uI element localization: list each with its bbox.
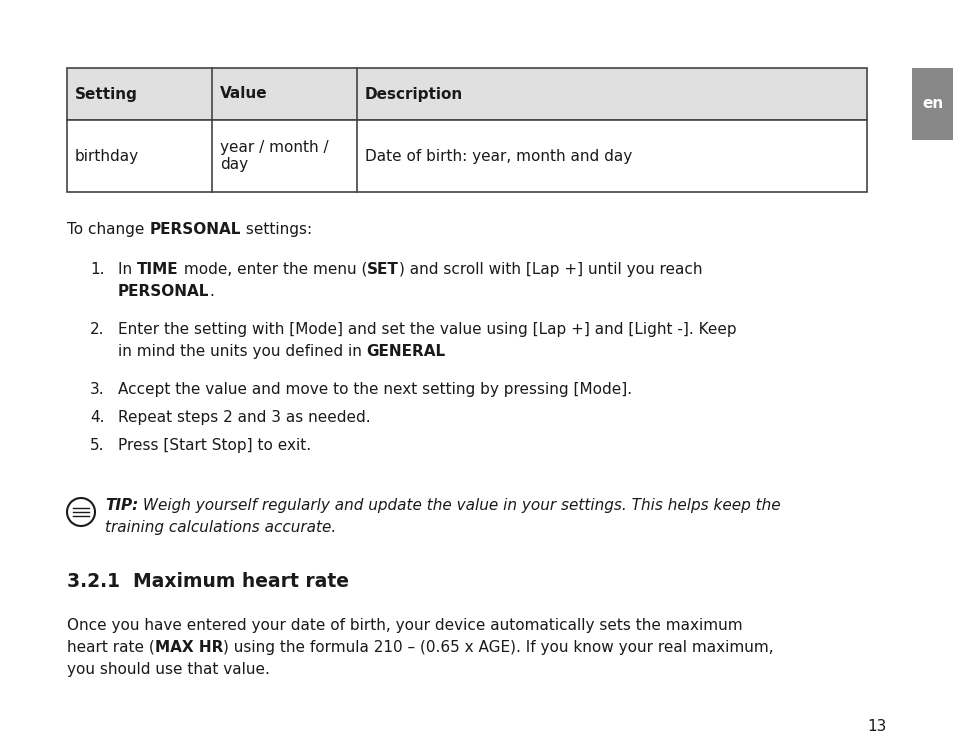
Text: training calculations accurate.: training calculations accurate. — [105, 520, 335, 535]
Text: .: . — [209, 284, 214, 299]
Text: year / month /
day: year / month / day — [220, 140, 328, 172]
Bar — [911, 68, 953, 140]
Text: SET: SET — [367, 262, 398, 277]
Text: In: In — [118, 262, 137, 277]
Text: Repeat steps 2 and 3 as needed.: Repeat steps 2 and 3 as needed. — [118, 410, 370, 425]
Text: birthday: birthday — [75, 148, 139, 163]
Text: Once you have entered your date of birth, your device automatically sets the max: Once you have entered your date of birth… — [67, 618, 741, 633]
Text: MAX HR: MAX HR — [154, 640, 223, 655]
Text: in mind the units you defined in: in mind the units you defined in — [118, 344, 366, 359]
Text: 3.: 3. — [90, 382, 105, 397]
Text: en: en — [922, 97, 943, 111]
Text: ) using the formula 210 – (0.65 x AGE). If you know your real maximum,: ) using the formula 210 – (0.65 x AGE). … — [223, 640, 773, 655]
Text: Value: Value — [220, 86, 268, 101]
Text: heart rate (: heart rate ( — [67, 640, 154, 655]
Text: settings:: settings: — [240, 222, 312, 237]
Text: To change: To change — [67, 222, 149, 237]
Text: Accept the value and move to the next setting by pressing [Mode].: Accept the value and move to the next se… — [118, 382, 632, 397]
Text: mode, enter the menu (: mode, enter the menu ( — [178, 262, 367, 277]
Text: Description: Description — [365, 86, 463, 101]
Text: Enter the setting with [Mode] and set the value using [Lap +] and [Light -]. Kee: Enter the setting with [Mode] and set th… — [118, 322, 736, 337]
Text: 3.2.1  Maximum heart rate: 3.2.1 Maximum heart rate — [67, 572, 349, 591]
Text: Press [Start Stop] to exit.: Press [Start Stop] to exit. — [118, 438, 311, 453]
Bar — [67, 120, 866, 192]
Bar — [67, 68, 866, 120]
Text: 2.: 2. — [90, 322, 105, 337]
Text: TIP:: TIP: — [105, 498, 138, 513]
Text: GENERAL: GENERAL — [366, 344, 445, 359]
Text: 1.: 1. — [90, 262, 105, 277]
Text: ) and scroll with [Lap +] until you reach: ) and scroll with [Lap +] until you reac… — [398, 262, 701, 277]
Text: PERSONAL: PERSONAL — [149, 222, 240, 237]
Text: 5.: 5. — [90, 438, 105, 453]
Text: PERSONAL: PERSONAL — [118, 284, 209, 299]
Text: you should use that value.: you should use that value. — [67, 662, 270, 677]
Text: Weigh yourself regularly and update the value in your settings. This helps keep : Weigh yourself regularly and update the … — [138, 498, 781, 513]
Text: TIME: TIME — [137, 262, 178, 277]
Text: 4.: 4. — [90, 410, 105, 425]
Text: 13: 13 — [866, 719, 886, 734]
Text: Date of birth: year, month and day: Date of birth: year, month and day — [365, 148, 632, 163]
Text: Setting: Setting — [75, 86, 138, 101]
